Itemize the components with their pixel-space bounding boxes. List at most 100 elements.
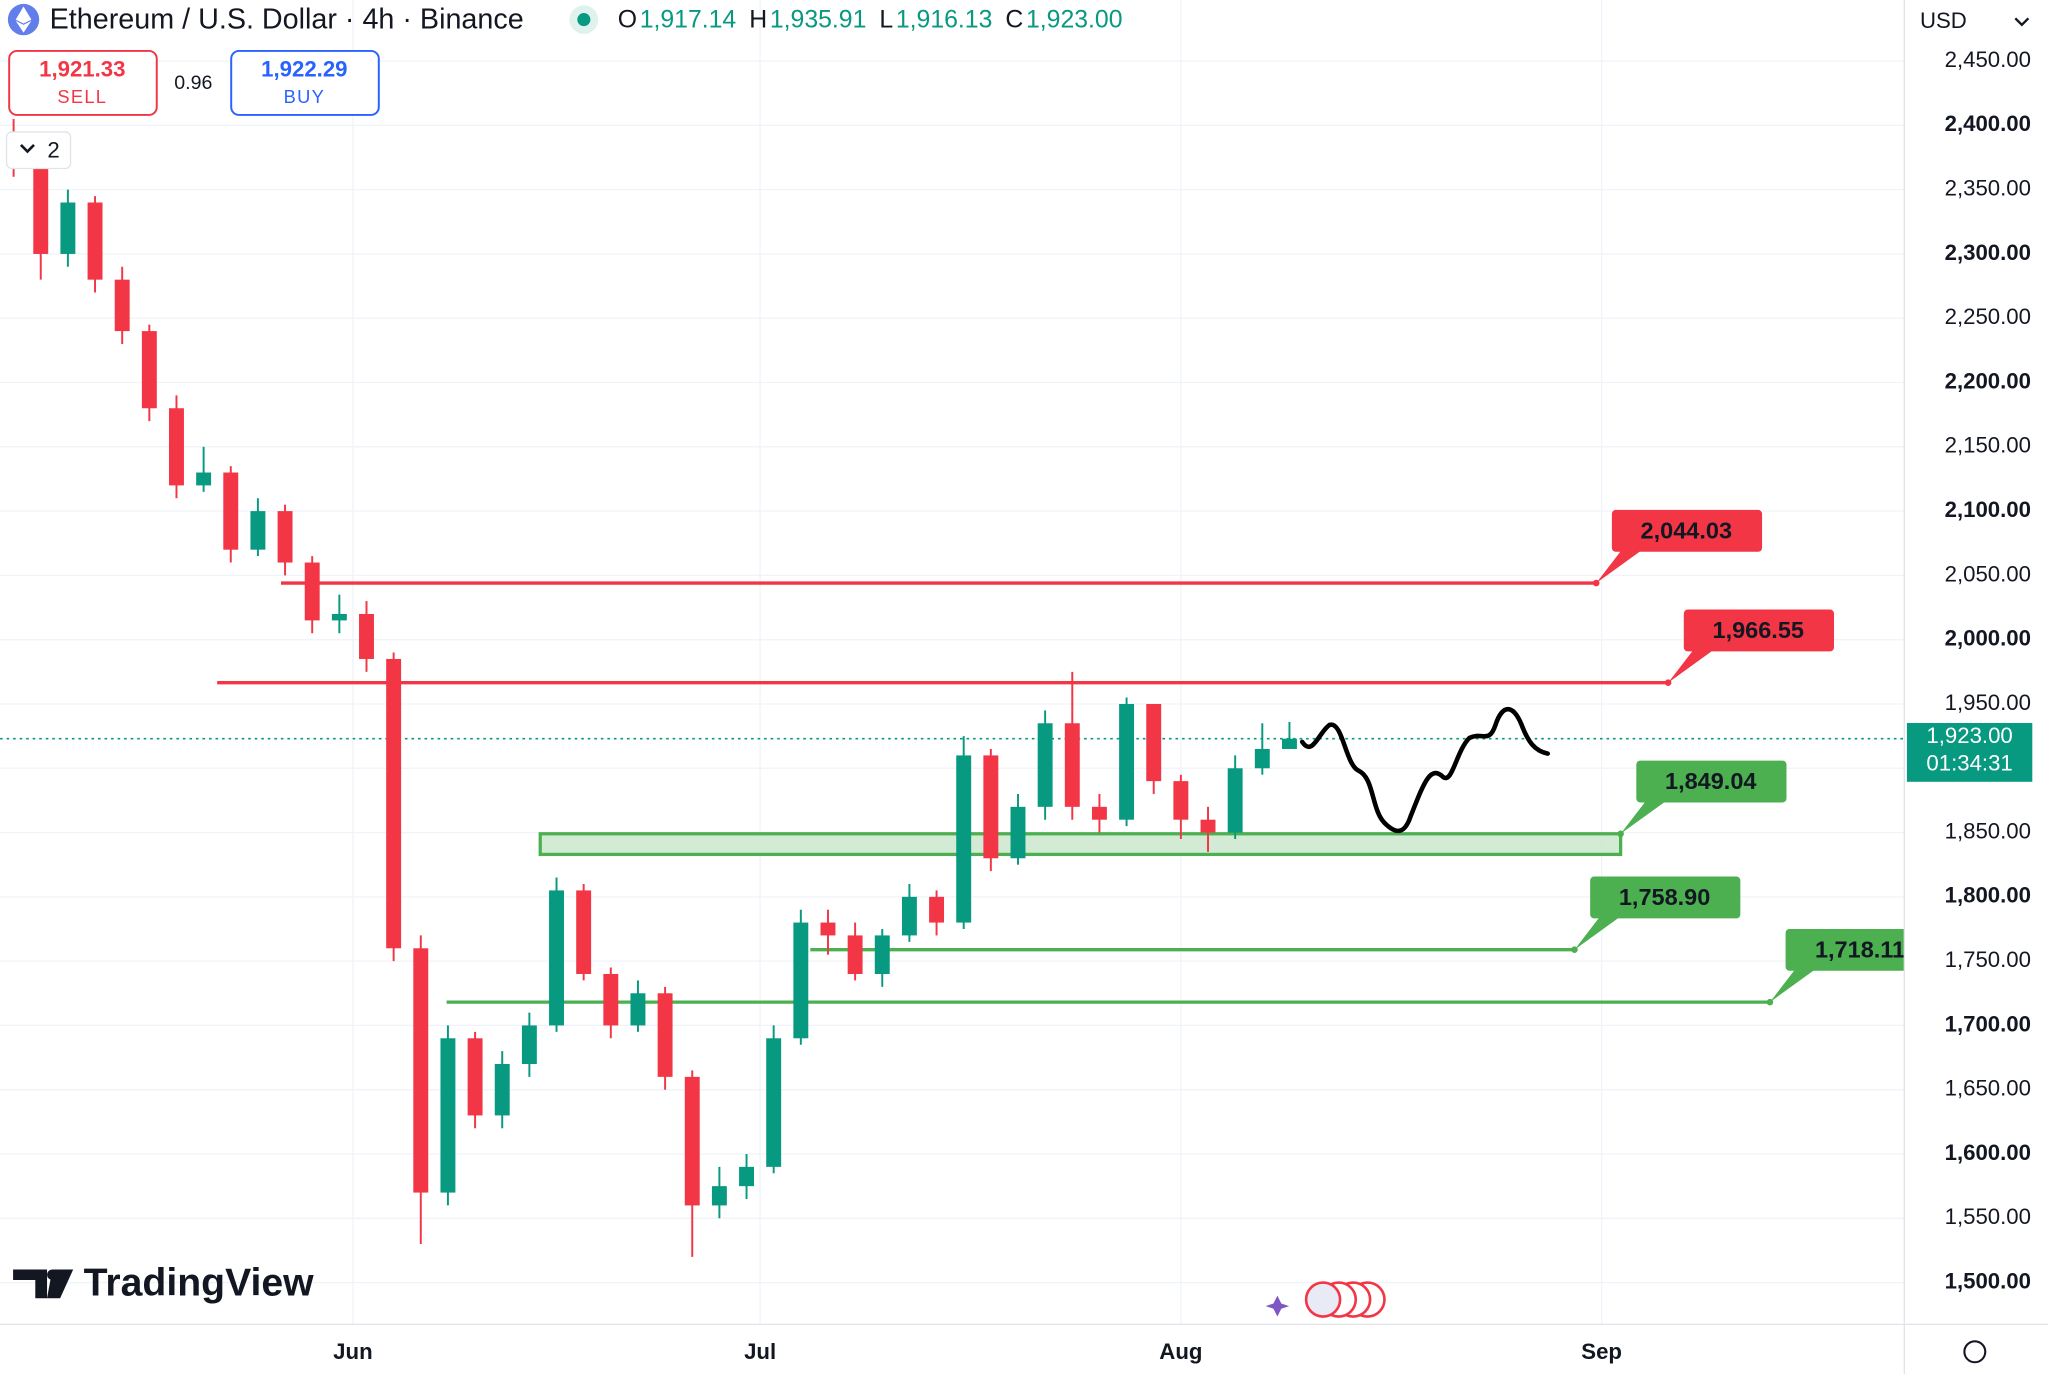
last-price-label: 1,923.00 xyxy=(1926,723,2012,748)
x-tick-label: Jul xyxy=(744,1339,776,1364)
level-label: 1,966.55 xyxy=(1713,617,1804,643)
sell-label[interactable]: SELL xyxy=(57,86,107,107)
candle-body xyxy=(250,511,266,550)
level-label: 2,044.03 xyxy=(1641,517,1732,543)
level-anchor xyxy=(1766,998,1774,1006)
y-tick-label: 2,250.00 xyxy=(1945,304,2031,329)
y-tick-label: 2,400.00 xyxy=(1945,111,2031,136)
candle-body xyxy=(1227,768,1243,833)
candle-body xyxy=(739,1166,755,1187)
ohlc-legend: O 1,917.14 H 1,935.91 L 1,916.13 C 1,923.00 xyxy=(618,6,1123,33)
candle-body xyxy=(169,408,184,486)
level-label-pointer xyxy=(1596,549,1644,584)
sell-price[interactable]: 1,921.33 xyxy=(39,56,125,81)
level-label-box xyxy=(1785,928,1905,971)
level-label-box xyxy=(1611,509,1763,552)
ohlc-key: C xyxy=(1005,6,1023,33)
y-tick-label: 2,050.00 xyxy=(1945,561,2031,586)
candle-body xyxy=(603,973,619,1026)
y-tick-label: 1,950.00 xyxy=(1945,690,2031,715)
level-label-box xyxy=(1683,609,1835,652)
level-anchor xyxy=(1571,946,1578,953)
buy-label[interactable]: BUY xyxy=(284,86,325,107)
ai-icon[interactable] xyxy=(1265,1295,1290,1317)
levels xyxy=(0,581,1905,1004)
y-tick-label: 1,700.00 xyxy=(1945,1011,2031,1036)
market-status-dot xyxy=(577,13,591,27)
candle-body xyxy=(1064,723,1080,807)
y-tick-label: 2,350.00 xyxy=(1945,176,2031,201)
ohlc-key: L xyxy=(879,6,893,33)
last-price-tag xyxy=(1906,723,2033,782)
candle-body xyxy=(467,1038,483,1116)
candle-body xyxy=(956,755,972,923)
settings-icon[interactable] xyxy=(1963,1340,1987,1364)
y-tick-label: 2,300.00 xyxy=(1945,240,2031,265)
level-anchor xyxy=(1617,830,1624,838)
candle-body xyxy=(1010,806,1026,859)
y-tick-label: 1,650.00 xyxy=(1945,1076,2031,1101)
event-icon[interactable] xyxy=(1304,1281,1342,1318)
level-label-pointer xyxy=(1668,648,1716,683)
candle-body xyxy=(331,613,347,621)
candle-body xyxy=(87,202,103,280)
level-label: 1,849.04 xyxy=(1665,768,1756,794)
level-anchor xyxy=(1592,579,1600,587)
brand-logo-dot xyxy=(47,1269,58,1280)
y-tick-label: 1,850.00 xyxy=(1945,818,2031,843)
candle-body xyxy=(766,1038,782,1167)
candle-body xyxy=(223,472,239,550)
y-tick-label: 2,000.00 xyxy=(1945,626,2031,651)
candle-body xyxy=(196,472,212,486)
candle-body xyxy=(901,896,917,936)
chart-title: Ethereum / U.S. Dollar · 4h · Binance xyxy=(50,3,524,35)
y-tick-label: 1,500.00 xyxy=(1945,1268,2031,1293)
indicator-count[interactable]: 2 xyxy=(47,137,59,162)
candle-body xyxy=(549,890,564,1026)
buy-price[interactable]: 1,922.29 xyxy=(261,56,347,81)
y-tick-label: 1,550.00 xyxy=(1945,1204,2031,1229)
candle-body xyxy=(874,935,890,974)
candle-body xyxy=(1119,703,1135,820)
candle-body xyxy=(1173,781,1189,820)
candle-body xyxy=(359,613,374,659)
price-axis: 1,500.00 1,550.00 1,600.00 1,650.00 1,700.00… xyxy=(1906,47,2033,1293)
x-tick-label: Jun xyxy=(333,1339,372,1364)
buy-button[interactable] xyxy=(230,49,380,116)
currency[interactable]: USD xyxy=(1920,8,1967,33)
candle-body xyxy=(793,922,809,1039)
ohlc-value: 1,935.91 xyxy=(770,6,867,33)
brand-name: TradingView xyxy=(84,1262,315,1305)
candle-body xyxy=(1146,703,1162,782)
candle-body xyxy=(1037,723,1053,807)
candle-body xyxy=(1200,819,1216,833)
indicator-toggle[interactable] xyxy=(5,131,72,170)
chevron[interactable] xyxy=(20,144,35,154)
grid xyxy=(0,0,1905,1325)
support-zone xyxy=(538,832,1623,857)
level-label-pointer xyxy=(1620,799,1668,834)
candle-body xyxy=(983,755,999,859)
candle-body xyxy=(576,890,592,974)
y-tick-label: 1,600.00 xyxy=(1945,1140,2031,1165)
y-tick-label: 2,100.00 xyxy=(1945,497,2031,522)
ohlc-value: 1,916.13 xyxy=(896,6,993,33)
currency-select[interactable] xyxy=(1909,1,2045,44)
ohlc-key: O xyxy=(618,6,637,33)
candle-body xyxy=(657,993,673,1077)
candles xyxy=(6,118,1297,1257)
candle-body xyxy=(684,1076,700,1206)
spread: 0.96 xyxy=(174,72,212,94)
coin-glyph xyxy=(15,6,32,33)
level-label: 1,758.90 xyxy=(1619,884,1710,910)
chevron[interactable] xyxy=(2014,17,2030,27)
candle-body xyxy=(630,993,646,1026)
candle-body xyxy=(60,202,76,254)
candle-body xyxy=(440,1038,456,1193)
ohlc-value: 1,923.00 xyxy=(1026,6,1123,33)
sell-button[interactable] xyxy=(8,49,158,116)
candle-body xyxy=(1091,806,1107,820)
candle-body xyxy=(847,935,863,974)
level-labels: 2,044.03 1,966.55 1,849.04 1,758.90 1,718.11 xyxy=(1571,509,1905,1006)
